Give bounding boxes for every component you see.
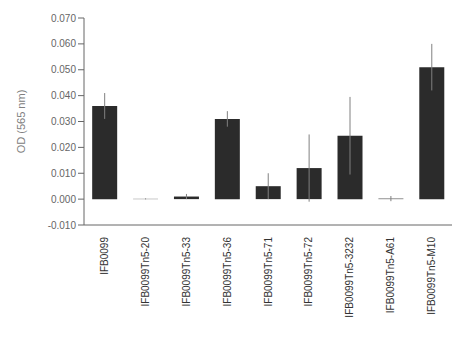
svg-text:0.070: 0.070 — [51, 13, 76, 24]
svg-text:IFB0099Tn5-M10: IFB0099Tn5-M10 — [426, 237, 437, 315]
svg-text:0.000: 0.000 — [51, 194, 76, 205]
svg-text:IFB0099Tn5-33: IFB0099Tn5-33 — [181, 237, 192, 307]
svg-text:IFB0099Tn5-20: IFB0099Tn5-20 — [140, 237, 151, 307]
svg-text:0.020: 0.020 — [51, 142, 76, 153]
svg-text:IFB0099Tn5-A61: IFB0099Tn5-A61 — [385, 237, 396, 314]
svg-text:0.050: 0.050 — [51, 64, 76, 75]
svg-text:IFB0099: IFB0099 — [99, 237, 110, 275]
svg-text:0.060: 0.060 — [51, 38, 76, 49]
svg-text:IFB0099Tn5-71: IFB0099Tn5-71 — [263, 237, 274, 307]
svg-text:OD (565 nm): OD (565 nm) — [15, 90, 27, 154]
svg-text:IFB0099Tn5-3232: IFB0099Tn5-3232 — [344, 237, 355, 318]
svg-text:0.040: 0.040 — [51, 90, 76, 101]
svg-text:IFB0099Tn5-36: IFB0099Tn5-36 — [222, 237, 233, 307]
svg-text:IFB0099Tn5-72: IFB0099Tn5-72 — [303, 237, 314, 307]
svg-text:0.010: 0.010 — [51, 168, 76, 179]
svg-text:-0.010: -0.010 — [48, 220, 77, 231]
svg-text:0.030: 0.030 — [51, 116, 76, 127]
